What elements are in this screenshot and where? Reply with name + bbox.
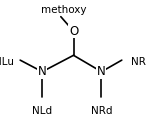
Text: NRu: NRu [131, 57, 146, 67]
Text: NLu: NLu [0, 57, 14, 67]
Text: N: N [97, 65, 106, 78]
Text: N: N [38, 65, 47, 78]
Text: O: O [69, 25, 78, 38]
Text: methoxy: methoxy [41, 5, 86, 15]
Text: NLd: NLd [32, 106, 52, 116]
Text: NRd: NRd [91, 106, 112, 116]
